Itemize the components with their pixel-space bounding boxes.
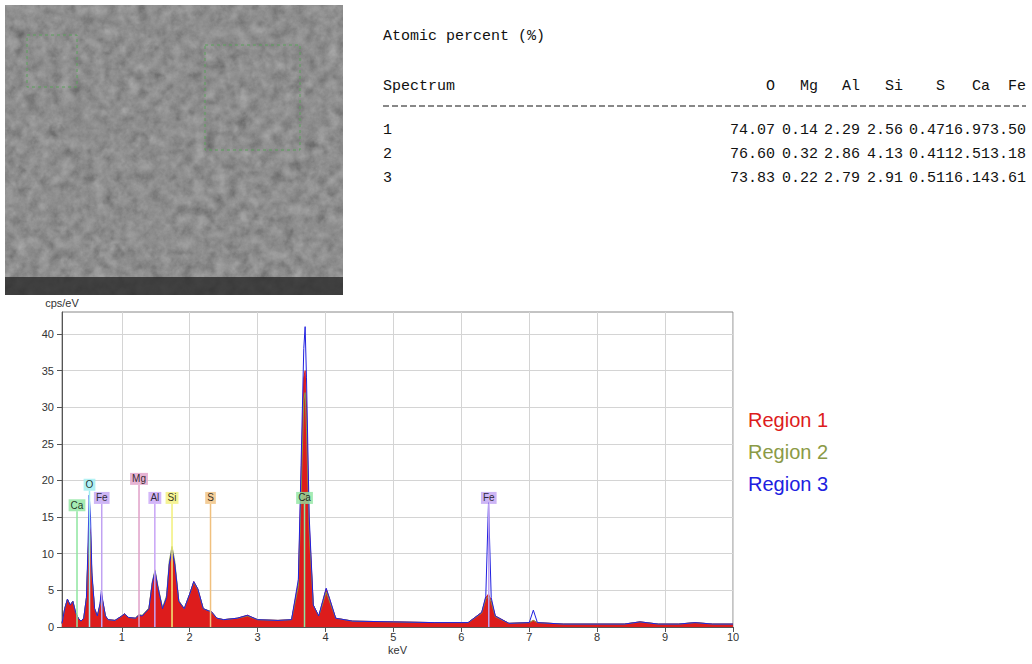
svg-text:8: 8 xyxy=(594,631,600,643)
svg-text:3: 3 xyxy=(255,631,261,643)
svg-text:5: 5 xyxy=(390,631,396,643)
svg-text:2.56: 2.56 xyxy=(867,122,903,139)
svg-text:Region 2: Region 2 xyxy=(748,441,828,463)
svg-text:0.51: 0.51 xyxy=(909,170,945,187)
svg-text:Ca: Ca xyxy=(298,492,311,503)
svg-text:O: O xyxy=(766,78,775,95)
svg-text:3.61: 3.61 xyxy=(990,170,1026,187)
svg-text:6: 6 xyxy=(458,631,464,643)
svg-text:74.07: 74.07 xyxy=(730,122,775,139)
svg-text:S: S xyxy=(936,78,945,95)
svg-text:30: 30 xyxy=(42,401,54,413)
svg-text:2: 2 xyxy=(187,631,193,643)
svg-text:2.79: 2.79 xyxy=(824,170,860,187)
svg-text:S: S xyxy=(207,492,214,503)
svg-text:10: 10 xyxy=(42,548,54,560)
svg-text:15: 15 xyxy=(42,511,54,523)
svg-text:25: 25 xyxy=(42,438,54,450)
svg-text:3.18: 3.18 xyxy=(990,146,1026,163)
svg-text:cps/eV: cps/eV xyxy=(45,297,79,309)
svg-text:3.50: 3.50 xyxy=(990,122,1026,139)
svg-text:2.86: 2.86 xyxy=(824,146,860,163)
svg-text:2.91: 2.91 xyxy=(867,170,903,187)
svg-text:Fe: Fe xyxy=(1008,78,1026,95)
svg-text:Si: Si xyxy=(168,492,177,503)
svg-text:keV: keV xyxy=(388,644,408,656)
svg-text:16.14: 16.14 xyxy=(945,170,990,187)
svg-text:4.13: 4.13 xyxy=(867,146,903,163)
svg-text:4: 4 xyxy=(322,631,328,643)
svg-text:73.83: 73.83 xyxy=(730,170,775,187)
svg-text:0.22: 0.22 xyxy=(782,170,818,187)
svg-text:Spectrum: Spectrum xyxy=(383,78,455,95)
svg-text:Fe: Fe xyxy=(483,492,495,503)
svg-text:3: 3 xyxy=(383,170,392,187)
svg-text:2: 2 xyxy=(383,146,392,163)
svg-text:1: 1 xyxy=(119,631,125,643)
svg-text:0: 0 xyxy=(48,621,54,633)
svg-text:0.41: 0.41 xyxy=(909,146,945,163)
svg-text:Atomic percent (%): Atomic percent (%) xyxy=(383,28,545,45)
svg-text:5: 5 xyxy=(48,584,54,596)
svg-text:9: 9 xyxy=(662,631,668,643)
svg-text:0.47: 0.47 xyxy=(909,122,945,139)
svg-text:Region 1: Region 1 xyxy=(748,409,828,431)
svg-text:0.14: 0.14 xyxy=(782,122,818,139)
svg-text:7: 7 xyxy=(526,631,532,643)
svg-text:35: 35 xyxy=(42,365,54,377)
svg-text:0.32: 0.32 xyxy=(782,146,818,163)
svg-text:Mg: Mg xyxy=(132,473,146,484)
svg-text:Mg: Mg xyxy=(800,78,818,95)
svg-text:Region 3: Region 3 xyxy=(748,473,828,495)
svg-text:Ca: Ca xyxy=(972,78,990,95)
svg-text:12.51: 12.51 xyxy=(945,146,990,163)
svg-text:10: 10 xyxy=(727,631,739,643)
svg-text:Al: Al xyxy=(150,492,159,503)
svg-text:76.60: 76.60 xyxy=(730,146,775,163)
svg-text:Si: Si xyxy=(885,78,903,95)
svg-text:16.97: 16.97 xyxy=(945,122,990,139)
svg-text:40: 40 xyxy=(42,328,54,340)
svg-text:20: 20 xyxy=(42,474,54,486)
svg-text:Ca: Ca xyxy=(71,500,84,511)
svg-text:Fe: Fe xyxy=(96,492,108,503)
svg-text:2.29: 2.29 xyxy=(824,122,860,139)
svg-text:Al: Al xyxy=(842,78,860,95)
svg-text:1: 1 xyxy=(383,122,392,139)
svg-text:O: O xyxy=(86,479,94,490)
